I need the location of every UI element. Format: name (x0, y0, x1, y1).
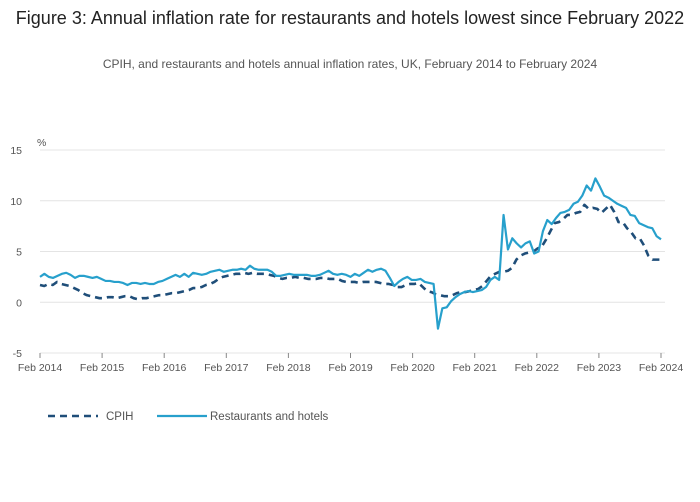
chart-title: Figure 3: Annual inflation rate for rest… (15, 8, 685, 28)
x-tick-label: Feb 2022 (515, 362, 560, 374)
y-axis-unit-label: % (37, 137, 46, 149)
x-tick-label: Feb 2016 (142, 362, 187, 374)
x-tick-label: Feb 2015 (80, 362, 125, 374)
x-tick-label: Feb 2020 (390, 362, 435, 374)
y-axis: 15 10 5 0 -5 (10, 145, 22, 360)
x-tick-label: Feb 2021 (453, 362, 498, 374)
y-tick-label: 10 (10, 196, 22, 208)
x-tick-label: Feb 2014 (18, 362, 63, 374)
legend-label: Restaurants and hotels (210, 411, 329, 423)
x-tick-label: Feb 2023 (577, 362, 622, 374)
y-tick-label: 5 (16, 247, 22, 259)
x-tick-label: Feb 2017 (204, 362, 249, 374)
legend-label: CPIH (106, 411, 133, 423)
legend: CPIH Restaurants and hotels (48, 411, 329, 423)
series-lines (39, 177, 662, 330)
gridlines (40, 149, 665, 354)
x-tick-label: Feb 2018 (266, 362, 311, 374)
y-tick-label: 15 (10, 145, 22, 157)
x-axis: Feb 2014 Feb 2015 Feb 2016 Feb 2017 Feb 2018… (18, 353, 684, 374)
y-tick-label: -5 (13, 348, 22, 360)
x-tick-label: Feb 2019 (328, 362, 373, 374)
y-tick-label: 0 (16, 297, 22, 309)
series-line-restaurants-and-hotels (39, 177, 662, 330)
chart-subtitle: CPIH, and restaurants and hotels annual … (102, 57, 598, 71)
x-tick-label: Feb 2024 (639, 362, 684, 374)
series-line-cpih (39, 203, 661, 301)
